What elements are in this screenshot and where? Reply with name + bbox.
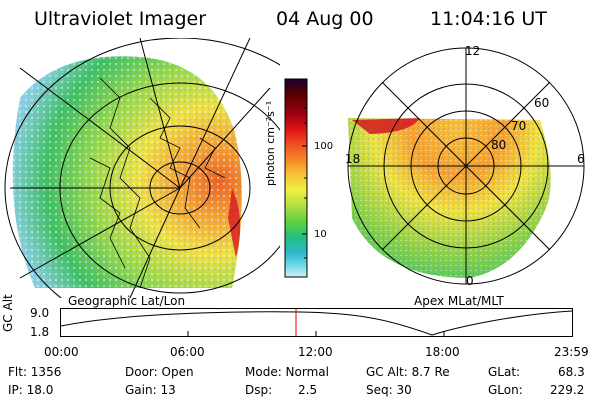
dsp-label: Dsp: <box>245 383 273 397</box>
sequence-number: Seq: 30 <box>366 383 412 397</box>
lat-label-70: 70 <box>511 119 527 133</box>
altitude-ymin: 1.8 <box>30 325 50 339</box>
gain-value: Gain: 13 <box>125 383 176 397</box>
mlt-label-6: 6 <box>577 152 585 166</box>
gc-altitude: GC Alt: 8.7 Re <box>366 365 450 379</box>
time-label: 11:04:16 UT <box>430 8 547 30</box>
ip-value: IP: 18.0 <box>8 383 54 397</box>
x-tick-0600: 06:00 <box>170 345 205 359</box>
altitude-ymax: 9.0 <box>30 306 50 320</box>
altitude-ylabel: GC Alt <box>1 294 15 332</box>
glon-label: GLon: <box>488 383 523 397</box>
colorbar-tick-100: 100 <box>314 141 334 152</box>
lat-label-80: 80 <box>491 138 507 152</box>
colorbar <box>284 78 308 278</box>
colorbar-label: photon cm⁻²s⁻¹ <box>264 100 277 186</box>
altitude-plot <box>60 308 573 337</box>
x-tick-1800: 18:00 <box>425 345 460 359</box>
mlt-label-12: 12 <box>465 44 481 58</box>
polar-map <box>347 47 585 285</box>
dsp-value: 2.5 <box>298 383 318 397</box>
glat-label: GLat: <box>488 365 521 379</box>
x-tick-1200: 12:00 <box>298 345 333 359</box>
mode-value: Mode: Normal <box>245 365 329 379</box>
flight-number: Flt: 1356 <box>8 365 62 379</box>
door-status: Door: Open <box>125 365 194 379</box>
x-tick-0000: 00:00 <box>44 345 79 359</box>
left-panel-label: Geographic Lat/Lon <box>68 294 186 308</box>
mlt-label-18: 18 <box>345 152 361 166</box>
mlt-label-0: 0 <box>466 274 474 288</box>
app-title: Ultraviolet Imager <box>34 8 207 30</box>
lat-label-60: 60 <box>534 96 550 110</box>
x-tick-2359: 23:59 <box>554 345 589 359</box>
date-label: 04 Aug 00 <box>276 8 374 30</box>
glat-value: 68.3 <box>558 365 585 379</box>
right-panel-label: Apex MLat/MLT <box>414 294 504 308</box>
glon-value: 229.2 <box>550 383 585 397</box>
colorbar-tick-10: 10 <box>314 229 327 240</box>
geographic-map <box>4 38 280 298</box>
